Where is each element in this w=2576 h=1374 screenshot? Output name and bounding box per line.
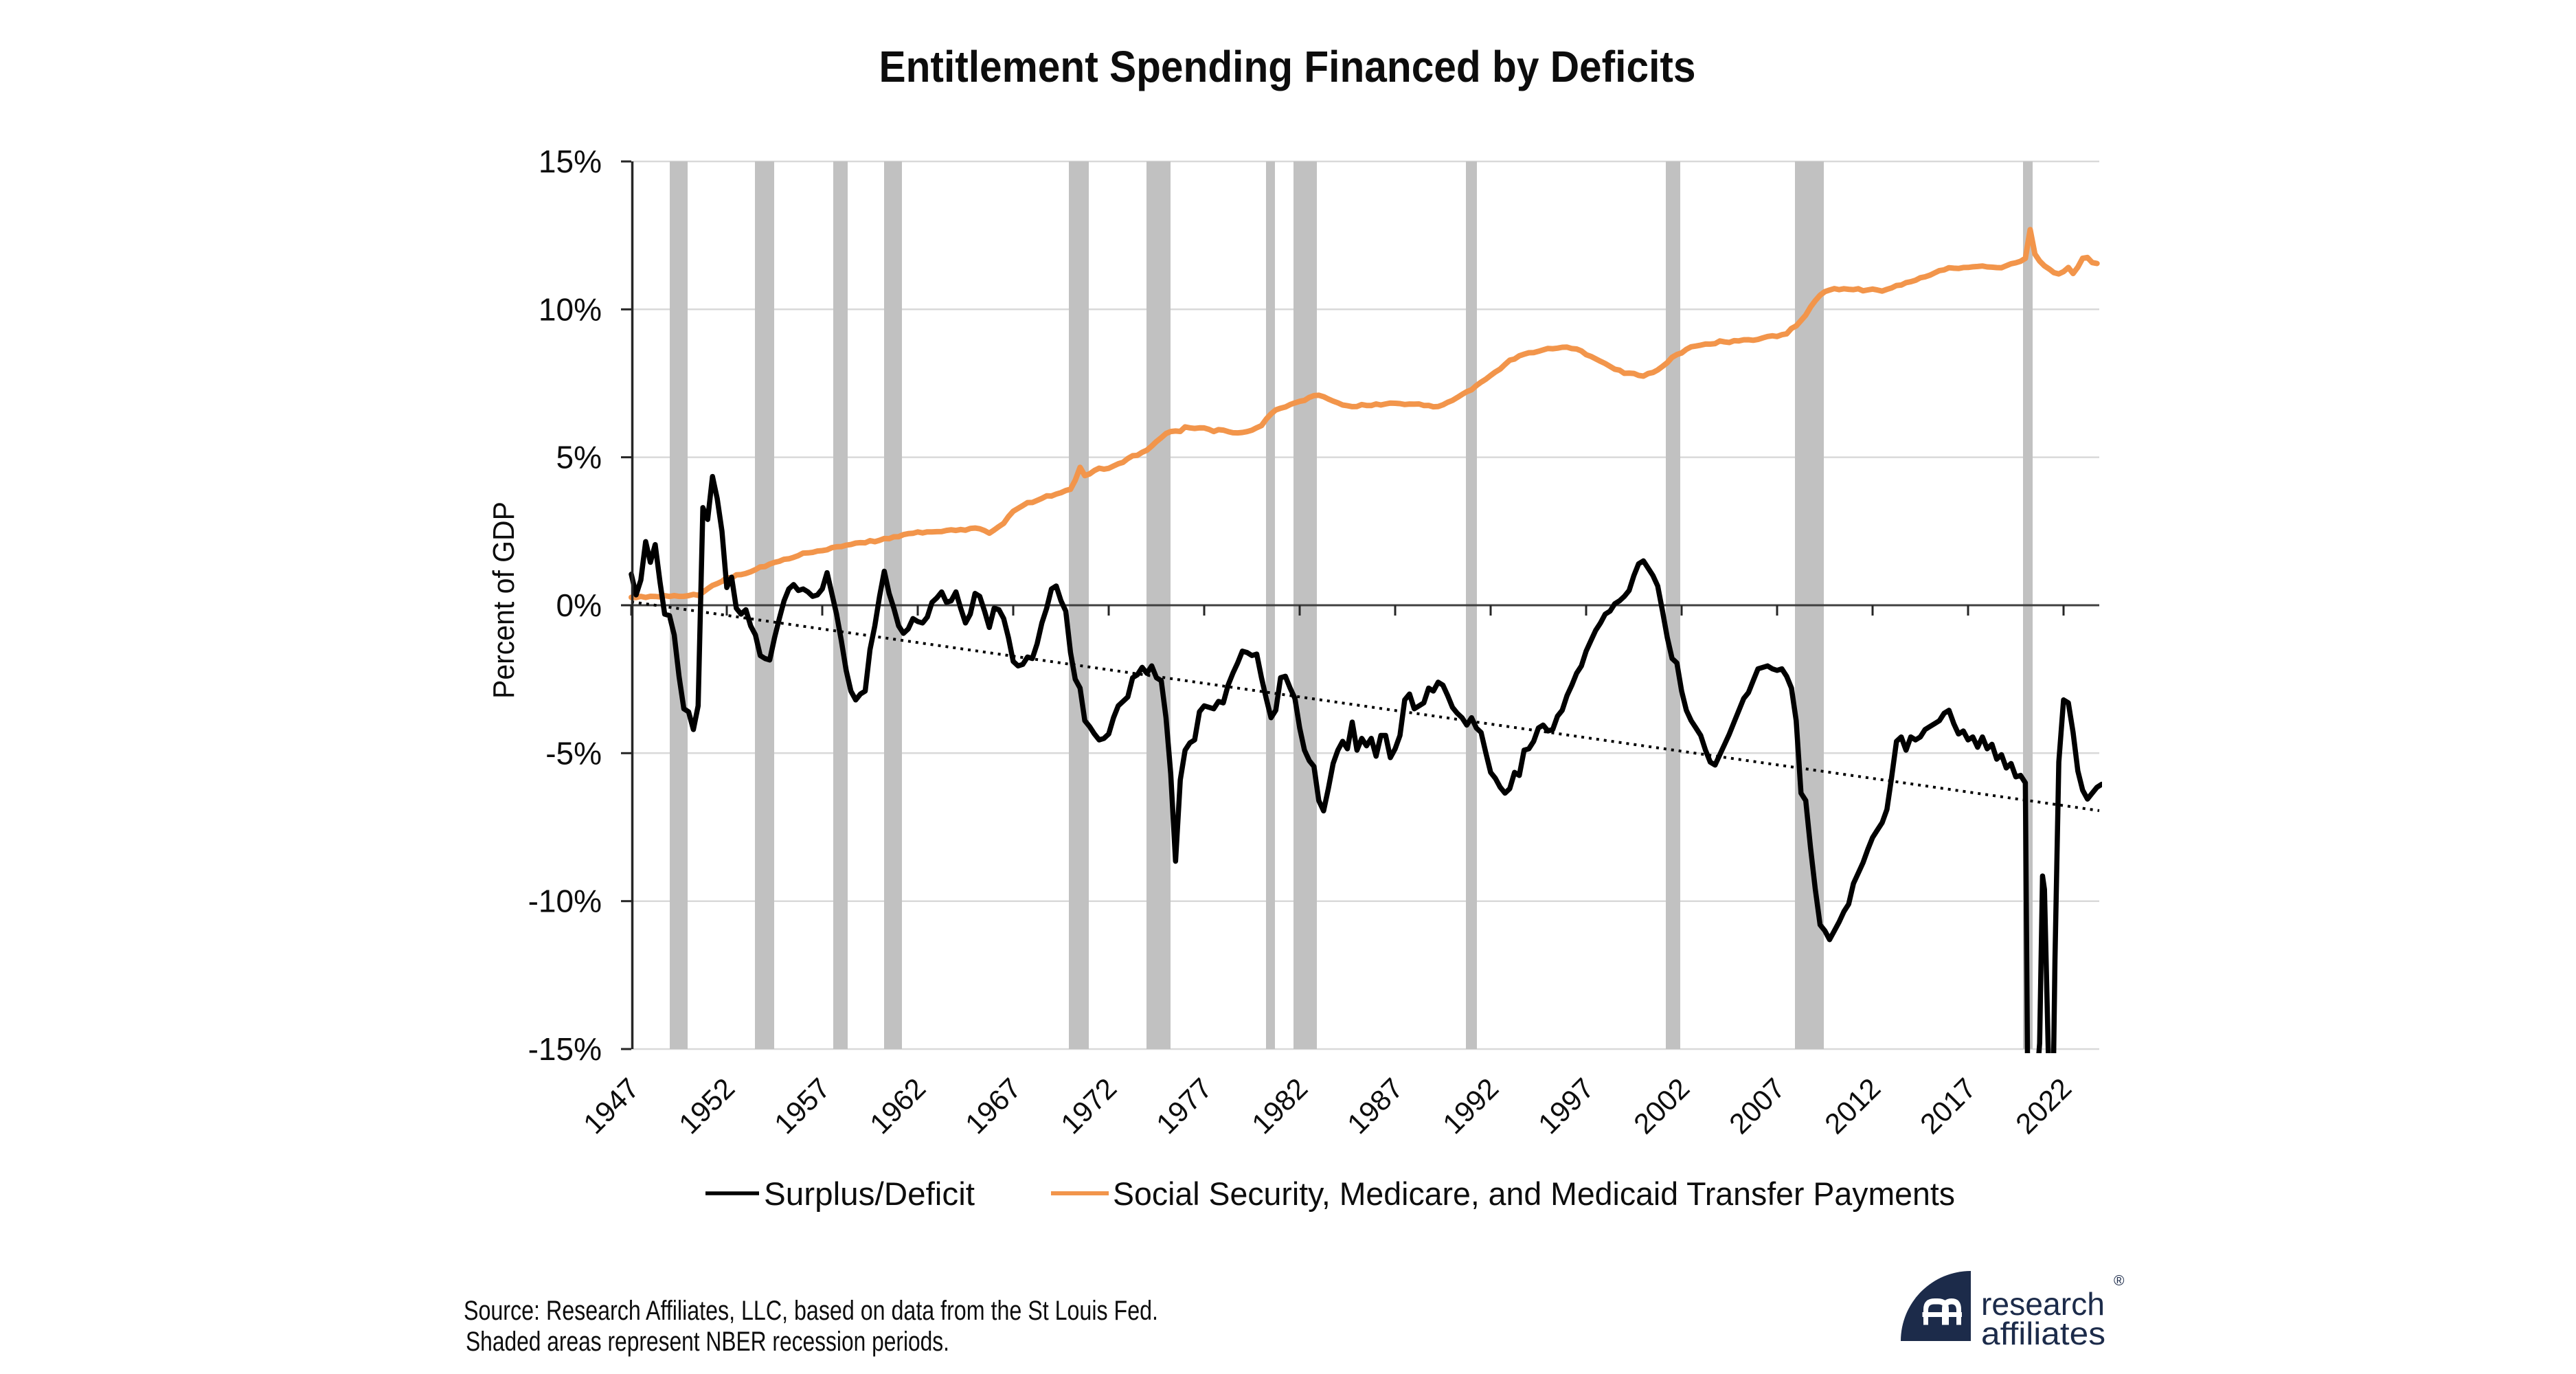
svg-text:Surplus/Deficit: Surplus/Deficit (764, 1175, 975, 1212)
svg-text:®: ® (2114, 1273, 2125, 1289)
svg-text:Percent of GDP: Percent of GDP (487, 502, 521, 699)
svg-text:5%: 5% (556, 440, 602, 475)
svg-text:10%: 10% (539, 291, 602, 327)
svg-text:research: research (1981, 1286, 2105, 1322)
svg-text:Shaded areas represent NBER re: Shaded areas represent NBER recession pe… (466, 1327, 949, 1357)
svg-text:-10%: -10% (528, 883, 602, 919)
svg-text:-5%: -5% (545, 735, 602, 771)
svg-text:0%: 0% (556, 587, 602, 623)
svg-text:15%: 15% (539, 144, 602, 179)
svg-text:Entitlement Spending Financed: Entitlement Spending Financed by Deficit… (879, 42, 1696, 91)
svg-text:Source: Research Affiliates, L: Source: Research Affiliates, LLC, based … (464, 1296, 1158, 1326)
svg-text:affiliates: affiliates (1981, 1316, 2105, 1351)
svg-text:-15%: -15% (528, 1031, 602, 1067)
svg-text:Social Security, Medicare, and: Social Security, Medicare, and Medicaid … (1113, 1175, 1955, 1212)
